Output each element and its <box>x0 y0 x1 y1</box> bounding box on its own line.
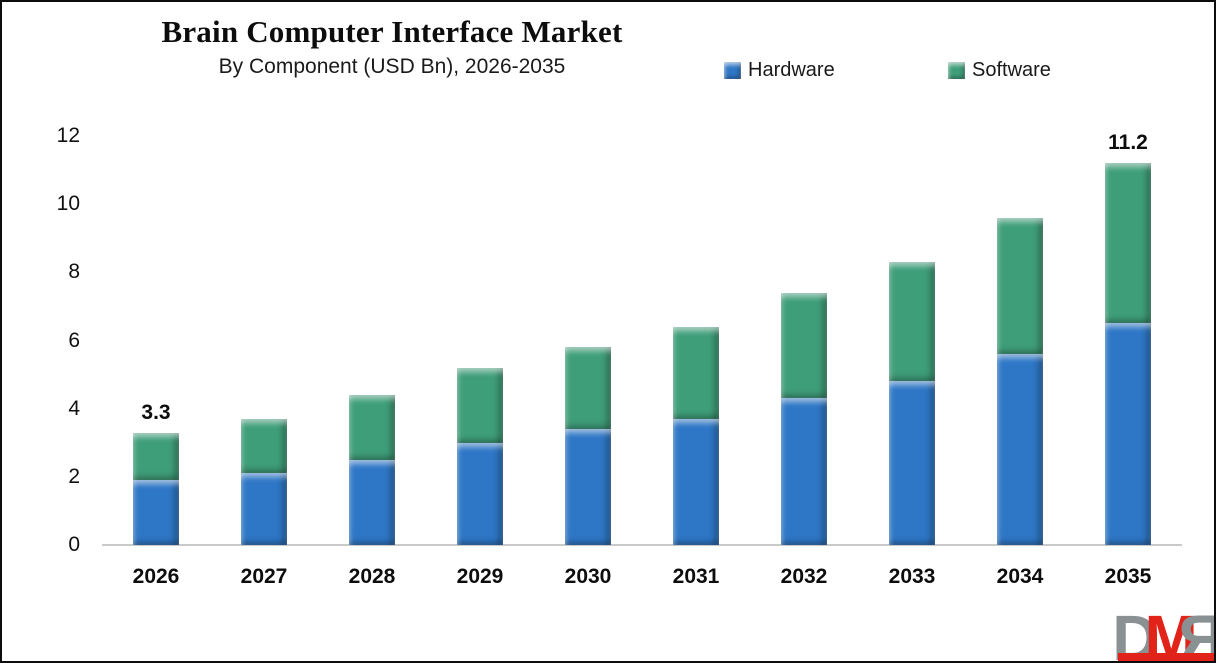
bar-segment-hardware-2030 <box>565 429 611 545</box>
y-axis-label: 10 <box>56 192 80 216</box>
logo-letter-m: M <box>1144 602 1197 663</box>
x-axis-label-2027: 2027 <box>240 565 288 588</box>
bar-segment-software-2032 <box>781 292 827 399</box>
x-axis-label-2030: 2030 <box>564 565 612 588</box>
bar-segment-software-2031 <box>673 326 719 419</box>
chart-subtitle: By Component (USD Bn), 2026-2035 <box>218 54 566 78</box>
bar-segment-hardware-2031 <box>673 418 719 545</box>
y-axis-label: 12 <box>56 124 80 147</box>
bar-segment-software-2026 <box>133 432 179 481</box>
bar-segment-software-2029 <box>457 367 503 443</box>
x-axis-label-2026: 2026 <box>132 565 180 588</box>
logo-letter-d: D <box>1112 602 1158 663</box>
bar-segment-hardware-2027 <box>241 473 287 545</box>
legend-label-hardware: Hardware <box>748 59 835 81</box>
bar-segment-hardware-2028 <box>349 459 395 545</box>
x-axis-label-2031: 2031 <box>672 565 720 588</box>
bar-segment-software-2027 <box>241 418 287 474</box>
x-axis-label-2032: 2032 <box>780 565 828 588</box>
data-label-2035: 11.2 <box>1108 131 1148 155</box>
x-axis-label-2035: 2035 <box>1104 565 1152 588</box>
bar-segment-software-2033 <box>889 262 935 382</box>
dmr-logo: D M R <box>1112 602 1214 663</box>
bar-segment-software-2028 <box>349 395 395 460</box>
data-label-2026: 3.3 <box>141 400 171 424</box>
legend-item-software: Software <box>948 59 1051 82</box>
software-legend-swatch-icon <box>948 62 965 79</box>
y-axis-label: 2 <box>68 464 80 488</box>
x-axis-label-2028: 2028 <box>348 565 396 588</box>
logo-red-bar <box>1118 653 1214 661</box>
chart-header: Brain Computer Interface Market By Compo… <box>112 14 672 79</box>
x-axis-line <box>102 544 1182 546</box>
bar-segment-hardware-2029 <box>457 442 503 545</box>
bar-segment-hardware-2034 <box>997 354 1043 545</box>
legend-label-software: Software <box>972 59 1051 81</box>
chart-title: Brain Computer Interface Market <box>161 14 623 49</box>
bar-segment-hardware-2032 <box>781 398 827 545</box>
bar-segment-software-2030 <box>565 347 611 430</box>
x-axis-label-2029: 2029 <box>456 565 504 588</box>
bar-segment-software-2035 <box>1105 163 1151 324</box>
y-axis-label: 0 <box>68 533 80 556</box>
bar-segment-software-2034 <box>997 217 1043 355</box>
x-axis-label-2033: 2033 <box>888 565 936 588</box>
x-axis-label-2034: 2034 <box>996 565 1044 588</box>
hardware-legend-swatch-icon <box>724 62 741 79</box>
bar-segment-hardware-2035 <box>1105 323 1151 545</box>
y-axis-label: 4 <box>68 396 80 420</box>
bar-segment-hardware-2033 <box>889 381 935 545</box>
legend-item-hardware: Hardware <box>724 59 835 82</box>
y-axis-label: 8 <box>68 260 80 284</box>
y-axis-label: 6 <box>68 328 80 352</box>
bar-segment-hardware-2026 <box>133 480 179 545</box>
